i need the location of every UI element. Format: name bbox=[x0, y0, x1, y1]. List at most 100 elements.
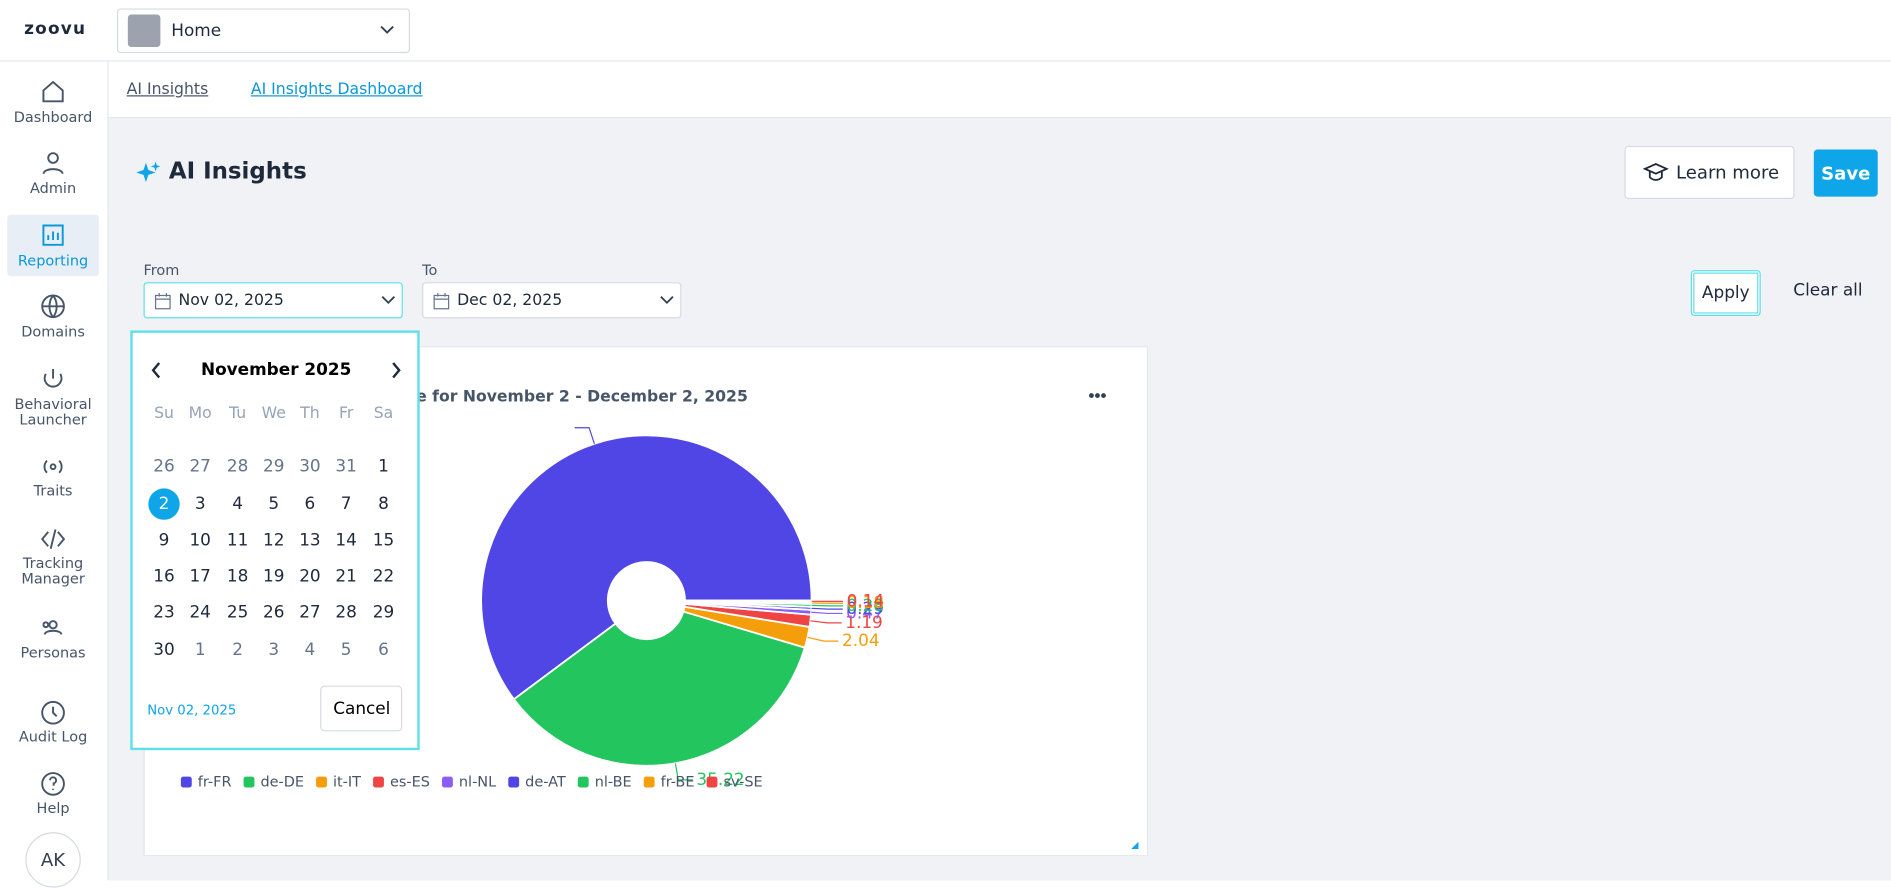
nav-icon bbox=[39, 769, 68, 796]
legend-label[interactable]: nl-BE bbox=[595, 775, 632, 791]
day[interactable]: 15 bbox=[373, 529, 394, 549]
day[interactable]: 28 bbox=[227, 456, 248, 476]
day[interactable]: 26 bbox=[153, 456, 174, 476]
day[interactable]: 1 bbox=[378, 456, 389, 476]
legend-label[interactable]: fr-FR bbox=[198, 775, 232, 791]
nav-item[interactable]: Personas bbox=[7, 614, 99, 661]
nav-icon bbox=[39, 525, 68, 552]
day[interactable]: 5 bbox=[268, 493, 279, 513]
legend-label[interactable]: de-DE bbox=[260, 775, 304, 791]
legend-label[interactable]: fr-BE bbox=[661, 775, 695, 791]
day[interactable]: 4 bbox=[232, 493, 243, 513]
day[interactable]: 26 bbox=[263, 602, 284, 622]
nav-item[interactable]: Dashboard bbox=[7, 78, 99, 125]
legend-label[interactable]: es-ES bbox=[390, 775, 430, 791]
legend-swatch bbox=[442, 777, 453, 788]
legend-label[interactable]: it-IT bbox=[333, 775, 361, 791]
day[interactable]: 27 bbox=[189, 456, 210, 476]
legend-swatch bbox=[244, 777, 255, 788]
nav-icon bbox=[39, 698, 68, 725]
from-label: From bbox=[144, 262, 180, 279]
leader-line bbox=[575, 428, 595, 444]
workspace-select[interactable]: Home bbox=[117, 8, 410, 53]
nav-item[interactable]: Admin bbox=[7, 150, 99, 197]
day[interactable]: 17 bbox=[189, 565, 210, 585]
next-month[interactable] bbox=[393, 363, 399, 377]
nav-item[interactable]: Domains bbox=[7, 293, 99, 340]
day[interactable]: 7 bbox=[341, 493, 352, 513]
nav-item[interactable]: Tracking Manager bbox=[7, 525, 99, 588]
save-button[interactable]: Save bbox=[1814, 150, 1878, 197]
day[interactable]: 18 bbox=[227, 565, 248, 585]
day[interactable]: 19 bbox=[263, 565, 284, 585]
legend-label[interactable]: de-AT bbox=[525, 775, 566, 791]
to-date-input[interactable]: Dec 02, 2025 bbox=[422, 282, 681, 318]
avatar[interactable]: AK bbox=[25, 832, 80, 887]
day[interactable]: 29 bbox=[373, 602, 394, 622]
selected-date: Nov 02, 2025 bbox=[147, 703, 236, 718]
leader-line bbox=[811, 612, 842, 613]
day[interactable]: 16 bbox=[153, 565, 174, 585]
legend-label[interactable]: sv-SE bbox=[723, 775, 762, 791]
day[interactable]: 2 bbox=[159, 493, 170, 513]
day[interactable]: 3 bbox=[195, 493, 206, 513]
nav-icon bbox=[39, 222, 68, 249]
day[interactable]: 3 bbox=[268, 639, 279, 659]
breadcrumb[interactable]: AI Insights bbox=[127, 81, 209, 99]
nav-item[interactable]: Reporting bbox=[7, 215, 99, 277]
prev-month[interactable] bbox=[153, 363, 159, 377]
day[interactable]: 23 bbox=[153, 602, 174, 622]
day[interactable]: 20 bbox=[299, 565, 320, 585]
legend-swatch bbox=[316, 777, 327, 788]
day[interactable]: 2 bbox=[232, 639, 243, 659]
day[interactable]: 12 bbox=[263, 529, 284, 549]
more-menu[interactable] bbox=[1089, 393, 1106, 398]
day[interactable]: 5 bbox=[341, 639, 352, 659]
nav-icon bbox=[39, 614, 68, 641]
from-date-input[interactable]: Nov 02, 2025 bbox=[144, 282, 403, 318]
day[interactable]: 1 bbox=[195, 639, 206, 659]
day[interactable]: 6 bbox=[305, 493, 316, 513]
sidebar: Dashboard Admin Reporting Domains Behavioral… bbox=[0, 62, 109, 881]
apply-button[interactable]: Apply bbox=[1691, 270, 1761, 316]
leader-line bbox=[807, 637, 838, 641]
day[interactable]: 25 bbox=[227, 602, 248, 622]
legend-label[interactable]: nl-NL bbox=[459, 775, 496, 791]
day[interactable]: 30 bbox=[299, 456, 320, 476]
day[interactable]: 24 bbox=[189, 602, 210, 622]
day[interactable]: 9 bbox=[159, 529, 170, 549]
day[interactable]: 28 bbox=[335, 602, 356, 622]
chart-title: e for November 2 - December 2, 2025 bbox=[416, 386, 748, 405]
nav-icon bbox=[39, 78, 68, 105]
nav-item[interactable]: Behavioral Launcher bbox=[7, 365, 99, 428]
day[interactable]: 22 bbox=[373, 565, 394, 585]
breadcrumb[interactable]: AI Insights Dashboard bbox=[251, 81, 423, 99]
breadcrumbs: AI Insights AI Insights Dashboard bbox=[109, 62, 1891, 119]
weekday: We bbox=[262, 403, 286, 422]
nav-item[interactable]: Audit Log bbox=[7, 698, 99, 745]
nav-label: Tracking Manager bbox=[7, 556, 99, 587]
day[interactable]: 10 bbox=[189, 529, 210, 549]
weekday: Mo bbox=[189, 403, 212, 422]
sparkle-icon bbox=[135, 160, 162, 187]
day[interactable]: 8 bbox=[378, 493, 389, 513]
day[interactable]: 29 bbox=[263, 456, 284, 476]
nav-item[interactable]: Traits bbox=[7, 452, 99, 499]
day[interactable]: 21 bbox=[335, 565, 356, 585]
day[interactable]: 14 bbox=[335, 529, 356, 549]
day[interactable]: 11 bbox=[227, 529, 248, 549]
nav-item[interactable]: Help bbox=[7, 769, 99, 816]
nav-label: Domains bbox=[7, 324, 99, 340]
day[interactable]: 6 bbox=[378, 639, 389, 659]
logo[interactable]: zoovu bbox=[24, 19, 86, 38]
workspace-name: Home bbox=[171, 22, 221, 41]
day[interactable]: 31 bbox=[335, 456, 356, 476]
day[interactable]: 30 bbox=[153, 639, 174, 659]
pie-slice bbox=[685, 601, 812, 602]
day[interactable]: 4 bbox=[305, 639, 316, 659]
day[interactable]: 13 bbox=[299, 529, 320, 549]
weekday: Th bbox=[299, 403, 320, 422]
day[interactable]: 27 bbox=[299, 602, 320, 622]
clear-all-button[interactable]: Clear all bbox=[1793, 281, 1862, 300]
nav-icon bbox=[39, 293, 68, 320]
